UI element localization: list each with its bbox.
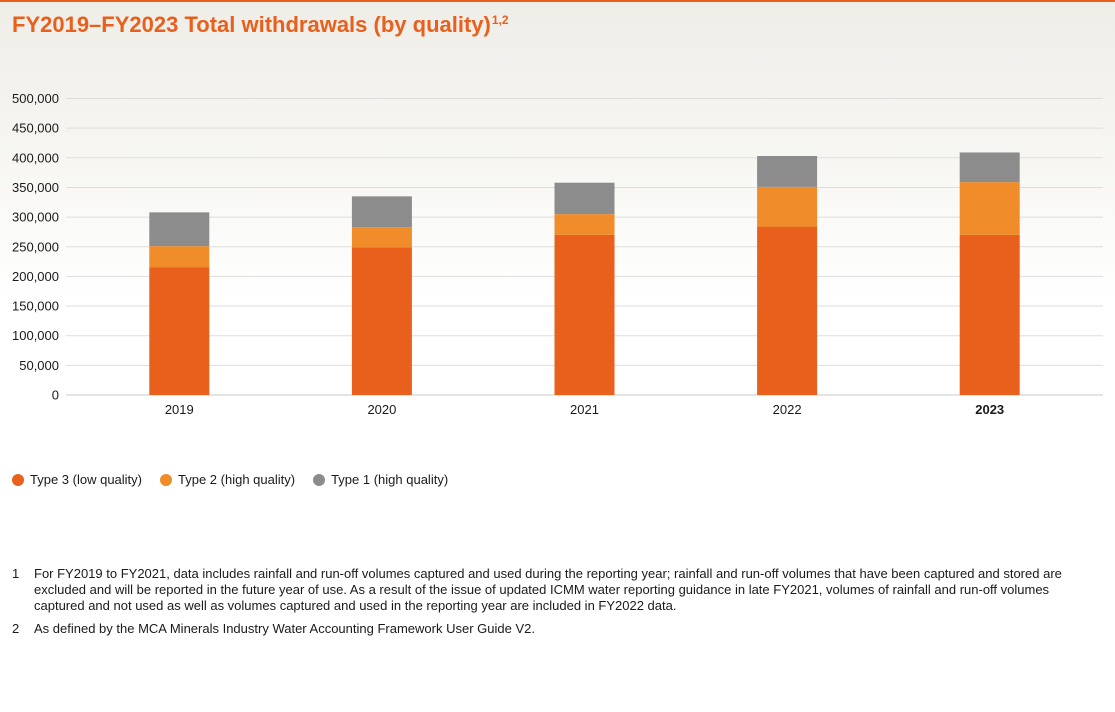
legend-item-type3: Type 3 (low quality) [12, 472, 142, 487]
title-footnote-ref: 1,2 [491, 12, 509, 27]
footnote-text: As defined by the MCA Minerals Industry … [34, 621, 535, 636]
y-tick-label: 500,000 [12, 91, 59, 106]
y-tick-label: 250,000 [12, 239, 59, 254]
x-tick-label: 2020 [367, 402, 396, 417]
footnotes: 1 For FY2019 to FY2021, data includes ra… [12, 566, 1092, 644]
y-tick-label: 300,000 [12, 210, 59, 225]
legend-item-type2: Type 2 (high quality) [160, 472, 295, 487]
bar-segment-type-3 [959, 234, 1020, 395]
bar-segment-type-2 [959, 182, 1020, 235]
x-tick-label: 2019 [165, 402, 194, 417]
footnote-number: 1 [12, 566, 20, 581]
bar-segment-type-2 [554, 214, 615, 235]
footnote-number: 2 [12, 621, 20, 636]
footnote-1: 1 For FY2019 to FY2021, data includes ra… [12, 566, 1092, 614]
legend-item-type1: Type 1 (high quality) [313, 472, 448, 487]
legend-label-type2: Type 2 (high quality) [178, 472, 296, 487]
chart-title: FY2019–FY2023 Total withdrawals (by qual… [12, 12, 509, 38]
bar-segment-type-1 [554, 182, 615, 215]
top-accent-rule [0, 0, 1115, 2]
y-tick-label: 150,000 [12, 299, 59, 314]
y-tick-label: 200,000 [12, 269, 59, 284]
bar-segment-type-2 [757, 186, 818, 227]
stacked-bar-chart: 0 50,000 100,000 150,000 200,000 250,000 300,0… [12, 91, 1103, 417]
x-tick-label: 2021 [570, 402, 599, 417]
bar-segment-type-1 [149, 212, 210, 247]
bar-segment-type-1 [757, 156, 818, 187]
bar-segment-type-1 [351, 196, 412, 228]
footnote-text: For FY2019 to FY2021, data includes rain… [34, 566, 1062, 613]
chart-legend: Type 3 (low quality) Type 2 (high qualit… [12, 472, 466, 487]
chart-title-text: FY2019–FY2023 Total withdrawals (by qual… [12, 12, 491, 37]
legend-swatch-type1 [313, 473, 326, 486]
footnote-2: 2 As defined by the MCA Minerals Industr… [12, 621, 1092, 637]
y-tick-label: 350,000 [12, 180, 59, 195]
legend-swatch-type3 [12, 473, 24, 486]
legend-label-type3: Type 3 (low quality) [30, 472, 142, 487]
y-tick-label: 100,000 [12, 328, 59, 343]
bar-segment-type-2 [351, 227, 412, 248]
y-tick-label: 0 [52, 388, 59, 403]
bar-segment-type-3 [757, 226, 818, 395]
y-tick-label: 400,000 [12, 150, 59, 165]
y-tick-label: 50,000 [19, 358, 59, 373]
bar-segment-type-2 [149, 246, 210, 268]
bar-segment-type-1 [959, 152, 1020, 183]
y-tick-label: 450,000 [12, 121, 59, 136]
bar-segment-type-3 [351, 247, 412, 395]
bar-segment-type-3 [554, 234, 615, 395]
x-tick-label: 2023 [975, 402, 1004, 417]
bar-segment-type-3 [149, 267, 210, 395]
legend-swatch-type2 [160, 473, 172, 486]
legend-label-type1: Type 1 (high quality) [331, 472, 449, 487]
x-tick-label: 2022 [773, 402, 802, 417]
